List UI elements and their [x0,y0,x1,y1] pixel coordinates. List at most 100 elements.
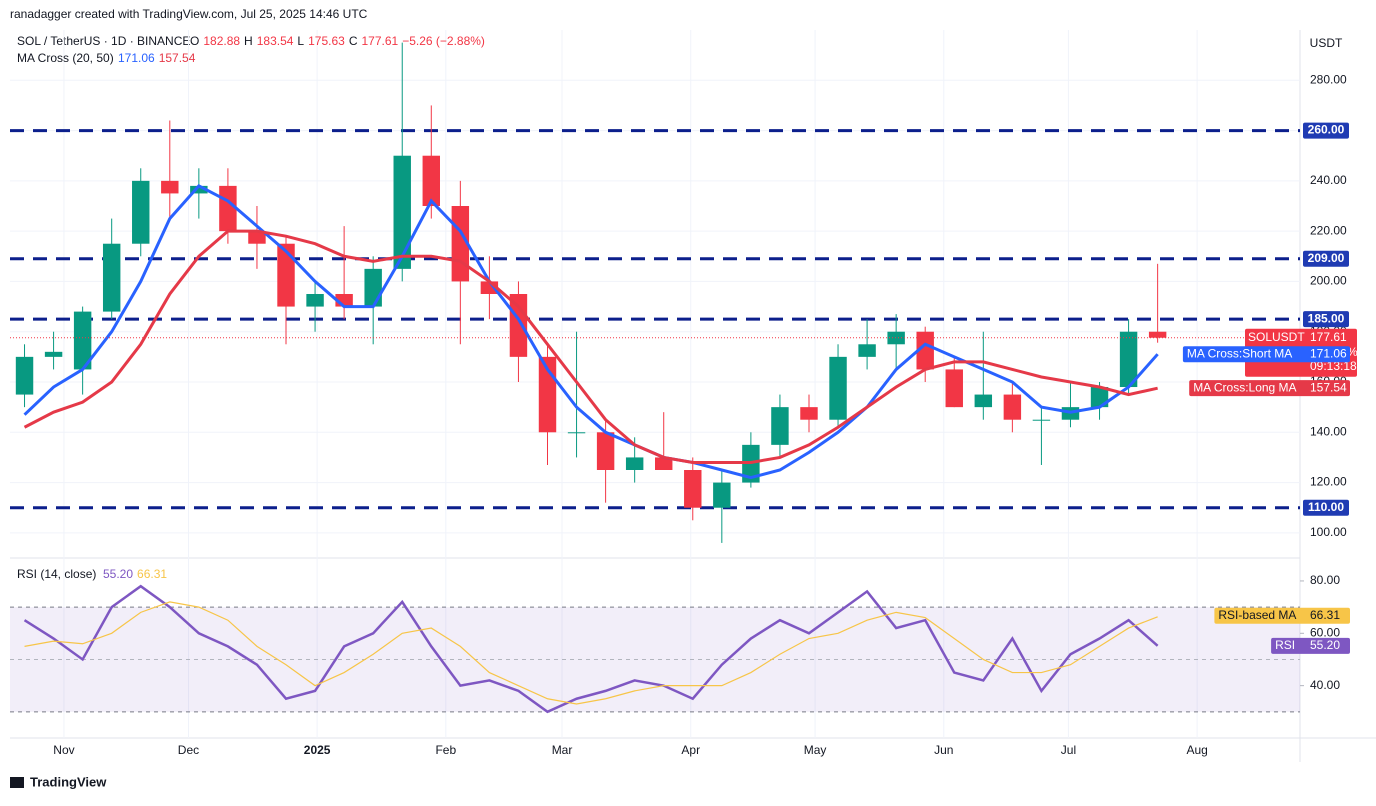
candle-body [713,482,731,508]
series-tag-value: 66.31 [1310,608,1340,622]
legend-value: 177.61 [361,34,398,48]
last-price-name: SOLUSDT [1248,330,1305,344]
candle-body [509,294,528,357]
series-tag-name: RSI-based MA [1218,608,1296,622]
level-label: 110.00 [1308,500,1344,514]
series-tag-value: 171.06 [1310,346,1347,360]
candle-body [277,243,295,307]
level-tag [1303,499,1349,516]
y-tick-label: 220.00 [1310,223,1347,237]
candle-body [102,243,121,312]
rsi-line [23,584,1159,714]
y-tick-label: 120.00 [1310,475,1347,489]
rsi-tick-label: 40.00 [1310,678,1340,692]
y-tick-label: 100.00 [1310,525,1347,539]
legend-value: −5.26 (−2.88%) [402,34,485,48]
ma-line [23,229,1158,464]
brand-logo [10,777,24,788]
x-tick-label: Jun [934,743,953,757]
y-tick-label: 280.00 [1310,72,1347,86]
y-tick-label: 140.00 [1310,424,1347,438]
candle-body [1032,419,1051,421]
candle-body [684,470,702,508]
candle-body [248,231,266,244]
x-tick-label: Nov [53,743,74,757]
candle-body [887,331,905,345]
level-label: 185.00 [1308,311,1345,325]
candle-body [655,457,673,470]
candle-body [161,180,179,194]
level-tag [1303,122,1349,139]
candle-body [916,331,934,370]
candle-body [596,432,615,470]
countdown: 09:13:18 [1310,359,1357,373]
level-label: 209.00 [1308,251,1345,265]
series-tag-name: RSI [1275,638,1295,652]
candle-body [422,155,440,206]
candle-body [1148,331,1167,338]
legend-value: 157.54 [159,51,196,65]
level-label: 260.00 [1308,123,1345,137]
candle-body [567,432,586,434]
candle-body [829,356,847,420]
candle-body [771,407,789,445]
legend-value: H [244,34,253,48]
legend-value: C [349,34,358,48]
legend-value: 182.88 [203,34,240,48]
candle-body [15,356,34,395]
legend-value: 171.06 [118,51,155,65]
candle-body [1003,394,1022,420]
candle-body [1090,387,1109,408]
x-tick-label: Mar [552,743,573,757]
currency: USDT [1310,36,1343,50]
candle-body [132,180,150,244]
y-tick-label: 240.00 [1310,173,1347,187]
y-tick-label: 200.00 [1310,274,1347,288]
rsi-ma-line [24,601,1158,705]
series-tag [1214,607,1350,624]
candle-body [945,369,963,408]
legend-value: L [297,34,304,48]
x-tick-label: 2025 [304,743,331,757]
candle-body [393,155,411,269]
candle-body [306,294,324,307]
candle-body [364,268,382,307]
series-tag [1182,346,1350,363]
symbol: SOL / TetherUS · 1D · BINANCE [17,34,190,48]
legend-value: O [190,34,199,48]
candle-body [1119,331,1138,388]
series-tag-value: 55.20 [1310,638,1340,652]
rsi-tick-label: 80.00 [1310,573,1340,587]
legend-value: 175.63 [308,34,345,48]
series-tag [1189,380,1350,397]
level-tag [1303,311,1349,328]
x-tick-label: May [804,743,827,757]
candle-body [800,407,818,420]
candle-body [625,457,644,470]
x-tick-label: Dec [178,743,199,757]
legend-value: 183.54 [257,34,294,48]
legend-value: 55.20 [103,567,133,581]
legend-value: 66.31 [137,567,167,581]
candle-body [858,344,876,357]
x-tick-label: Aug [1186,743,1207,757]
ma-legend-title: MA Cross (20, 50) [17,51,114,65]
series-tag-name: MA Cross:Long MA [1193,380,1296,394]
series-tag-name: MA Cross:Short MA [1187,346,1292,360]
candle-body [219,185,237,232]
level-tag [1303,250,1349,267]
rsi-tick-label: 60.00 [1310,625,1340,639]
x-tick-label: Apr [681,743,700,757]
candle-body [190,185,208,194]
brand: TradingView [30,774,107,789]
rsi-legend-title: RSI (14, close) [17,567,96,581]
series-tag-value: 157.54 [1310,380,1347,394]
x-tick-label: Jul [1061,743,1076,757]
series-tag [1271,637,1350,654]
credit: ranadagger created with TradingView.com,… [10,7,368,21]
candle-body [44,351,63,357]
x-tick-label: Feb [435,743,456,757]
